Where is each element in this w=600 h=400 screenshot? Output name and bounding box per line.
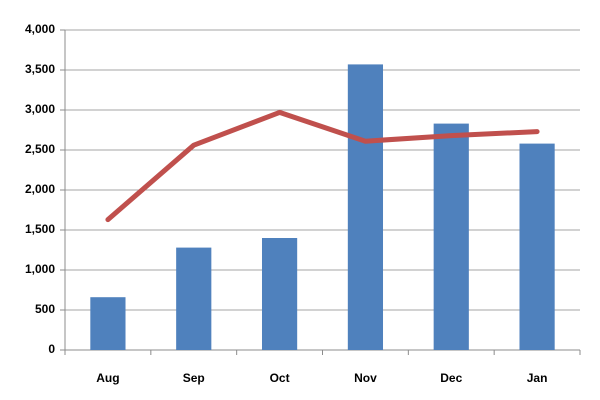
bar	[90, 297, 126, 350]
y-tick-label: 500	[35, 302, 55, 316]
bar	[347, 64, 384, 351]
x-tick-label: Jan	[527, 371, 548, 385]
x-tick-label: Nov	[354, 371, 377, 385]
bar	[176, 247, 212, 350]
bar	[261, 238, 298, 350]
y-tick-label: 1,000	[25, 262, 55, 276]
y-tick-label: 0	[48, 342, 55, 356]
line	[105, 109, 540, 223]
y-tick-label: 2,500	[25, 142, 55, 156]
y-tick-label: 1,500	[25, 222, 55, 236]
x-tick-label: Dec	[440, 371, 462, 385]
y-tick-label: 3,500	[25, 62, 55, 76]
y-tick-label: 3,000	[25, 102, 55, 116]
x-tick-label: Aug	[96, 371, 119, 385]
x-tick-label: Sep	[183, 371, 205, 385]
bar	[519, 143, 555, 350]
y-tick-label: 4,000	[25, 22, 55, 36]
bar	[433, 123, 469, 350]
y-tick-label: 2,000	[25, 182, 55, 196]
x-tick-label: Oct	[270, 371, 290, 385]
